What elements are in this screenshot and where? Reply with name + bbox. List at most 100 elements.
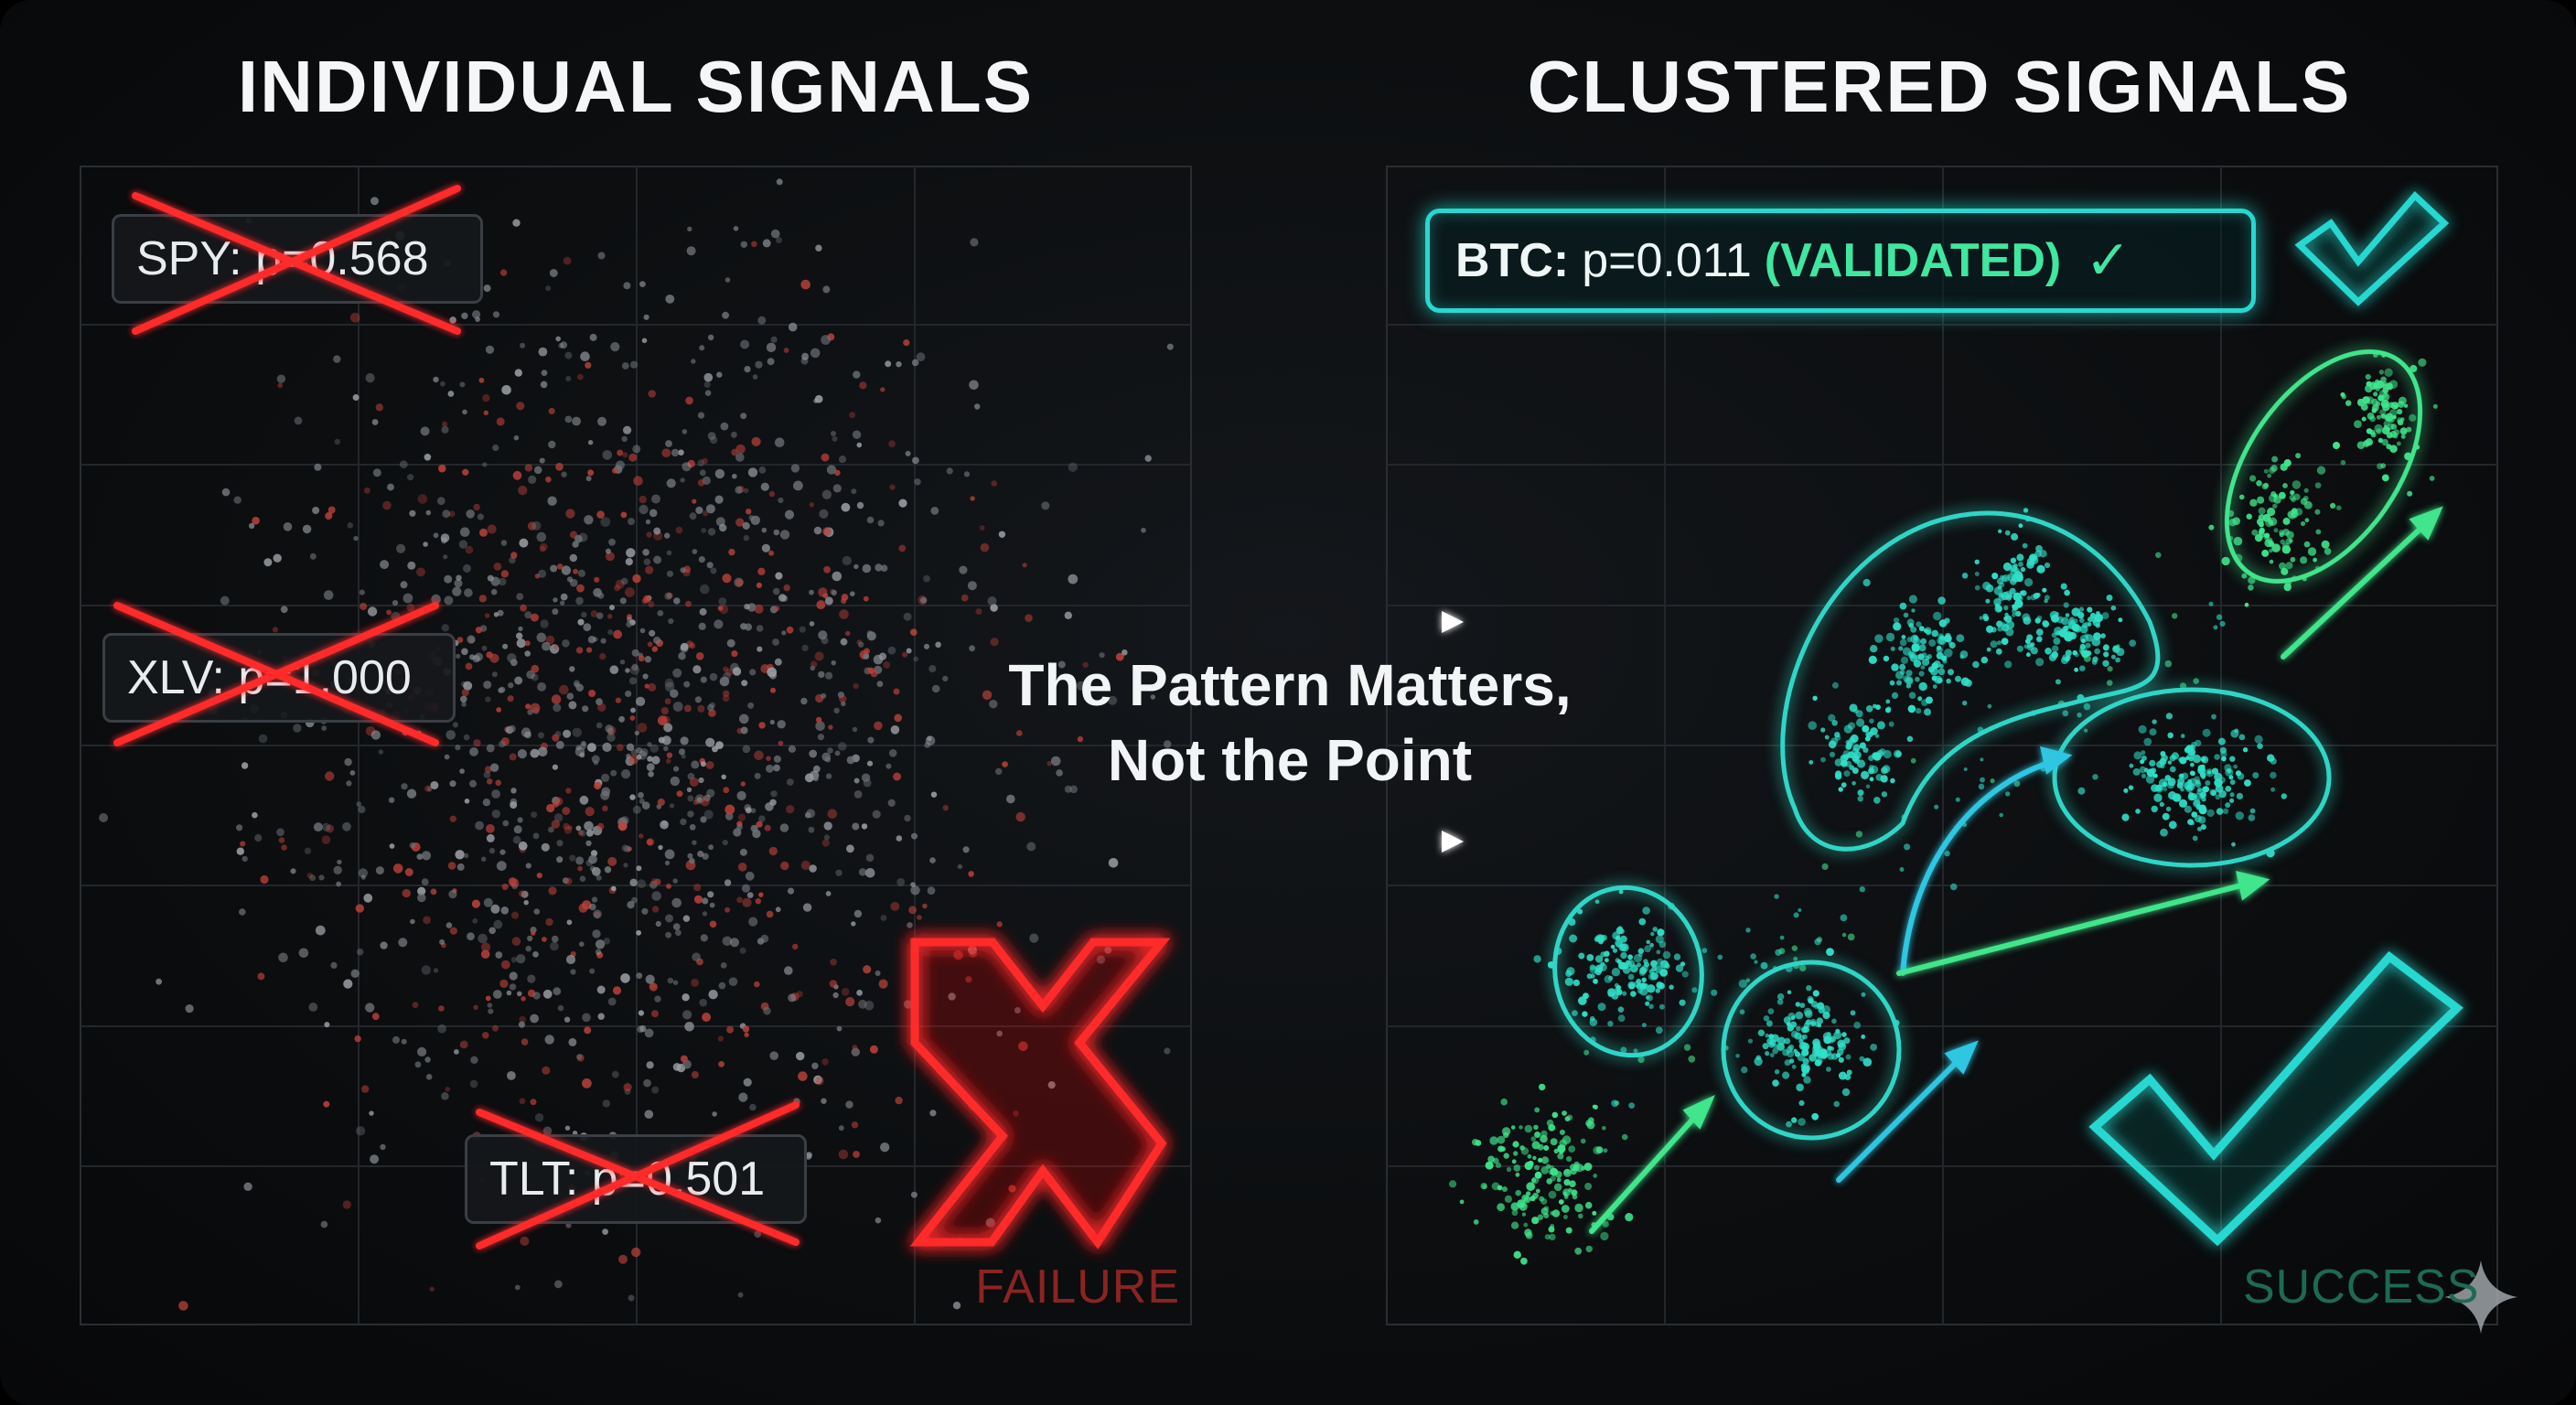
cluster-point	[1986, 647, 1991, 652]
scatter-point	[712, 1111, 717, 1117]
scatter-point	[483, 897, 493, 907]
cluster-point	[1449, 1180, 1457, 1188]
cluster-point	[1890, 778, 1895, 784]
scatter-point	[436, 497, 445, 506]
scatter-point	[618, 1254, 628, 1264]
scatter-point	[1099, 652, 1105, 659]
scatter-point	[680, 567, 686, 574]
cluster-point	[2214, 772, 2223, 781]
scatter-point	[541, 370, 548, 376]
scatter-point	[902, 651, 908, 658]
scatter-point	[594, 781, 602, 790]
cluster-point	[1520, 1147, 1530, 1155]
scatter-point	[492, 990, 502, 999]
scatter-point	[627, 901, 635, 909]
cluster-point	[1615, 958, 1620, 963]
scatter-point	[363, 487, 370, 494]
cluster-point	[2003, 605, 2009, 611]
scatter-point	[325, 771, 335, 781]
cluster-point	[1983, 615, 1990, 622]
cluster-point	[1497, 1135, 1506, 1144]
scatter-point	[691, 760, 700, 769]
scatter-point	[717, 606, 724, 611]
scatter-point	[700, 934, 708, 942]
cluster-point	[1940, 655, 1948, 661]
cluster-point	[1745, 928, 1751, 933]
scatter-point	[832, 484, 842, 493]
scatter-point	[818, 670, 825, 679]
scatter-point	[579, 941, 585, 947]
scatter-point	[459, 1040, 468, 1049]
scatter-point	[864, 868, 875, 878]
scatter-point	[645, 565, 654, 574]
scatter-point	[1068, 462, 1078, 472]
scatter-point	[519, 1098, 526, 1105]
scatter-point	[623, 425, 632, 434]
scatter-point	[859, 381, 867, 390]
scatter-point	[587, 440, 594, 445]
scatter-point	[775, 906, 781, 913]
cluster-point	[1497, 1203, 1505, 1212]
cluster-point	[2244, 779, 2251, 787]
scatter-point	[401, 783, 408, 790]
cluster-point	[1790, 1030, 1798, 1038]
scatter-point	[779, 530, 790, 540]
scatter-point	[530, 1099, 537, 1106]
cluster-point	[2011, 608, 2017, 614]
cluster-point	[2016, 574, 2023, 582]
scatter-point	[577, 618, 585, 626]
cluster-point	[2018, 562, 2023, 567]
scatter-point	[346, 780, 352, 787]
scatter-point	[480, 949, 490, 959]
scatter-point	[970, 496, 975, 501]
scatter-point	[832, 992, 839, 999]
cluster-point	[1511, 1159, 1517, 1164]
cluster-point	[1869, 718, 1874, 724]
cluster-point	[1862, 1057, 1873, 1067]
scatter-point	[735, 444, 746, 455]
scatter-point	[731, 650, 738, 658]
scatter-point	[627, 617, 632, 623]
cluster-point	[1904, 843, 1911, 851]
scatter-point	[672, 923, 681, 930]
cluster-point	[1559, 1129, 1565, 1135]
cluster-point	[2208, 524, 2215, 531]
scatter-point	[530, 613, 539, 622]
scatter-point	[821, 752, 831, 762]
cluster-point	[1916, 621, 1922, 627]
cluster-point	[2110, 654, 2116, 660]
scatter-point	[414, 1061, 422, 1068]
cluster-point	[2052, 645, 2059, 652]
scatter-point	[862, 563, 872, 574]
scatter-point	[621, 362, 629, 370]
scatter-point	[625, 668, 630, 673]
cluster-point	[1594, 968, 1602, 976]
cluster-point	[2283, 583, 2292, 592]
cluster-point	[2248, 585, 2254, 591]
cluster-point	[1868, 655, 1877, 665]
cluster-point	[1572, 979, 1581, 987]
scatter-point	[585, 807, 595, 817]
cluster-point	[1562, 1215, 1568, 1219]
scatter-point	[911, 832, 918, 840]
scatter-point	[518, 626, 523, 632]
scatter-point	[929, 1110, 937, 1117]
scatter-point	[702, 1013, 712, 1022]
scatter-point	[631, 663, 639, 671]
cluster-point	[2330, 502, 2336, 509]
scatter-point	[241, 762, 249, 769]
scatter-point	[475, 316, 480, 322]
cluster-point	[1641, 1023, 1647, 1028]
cluster-point	[1831, 681, 1839, 689]
scatter-point	[853, 682, 859, 690]
cluster-point	[2389, 409, 2398, 417]
scatter-point	[647, 756, 653, 762]
cluster-point	[2087, 606, 2093, 613]
scatter-point	[478, 595, 487, 603]
cluster-point	[2196, 826, 2202, 831]
cluster-point	[1574, 1247, 1583, 1255]
cluster-point	[1562, 1110, 1567, 1116]
cluster-point	[1880, 775, 1888, 783]
scatter-point	[479, 528, 488, 537]
scatter-point	[361, 1085, 370, 1093]
